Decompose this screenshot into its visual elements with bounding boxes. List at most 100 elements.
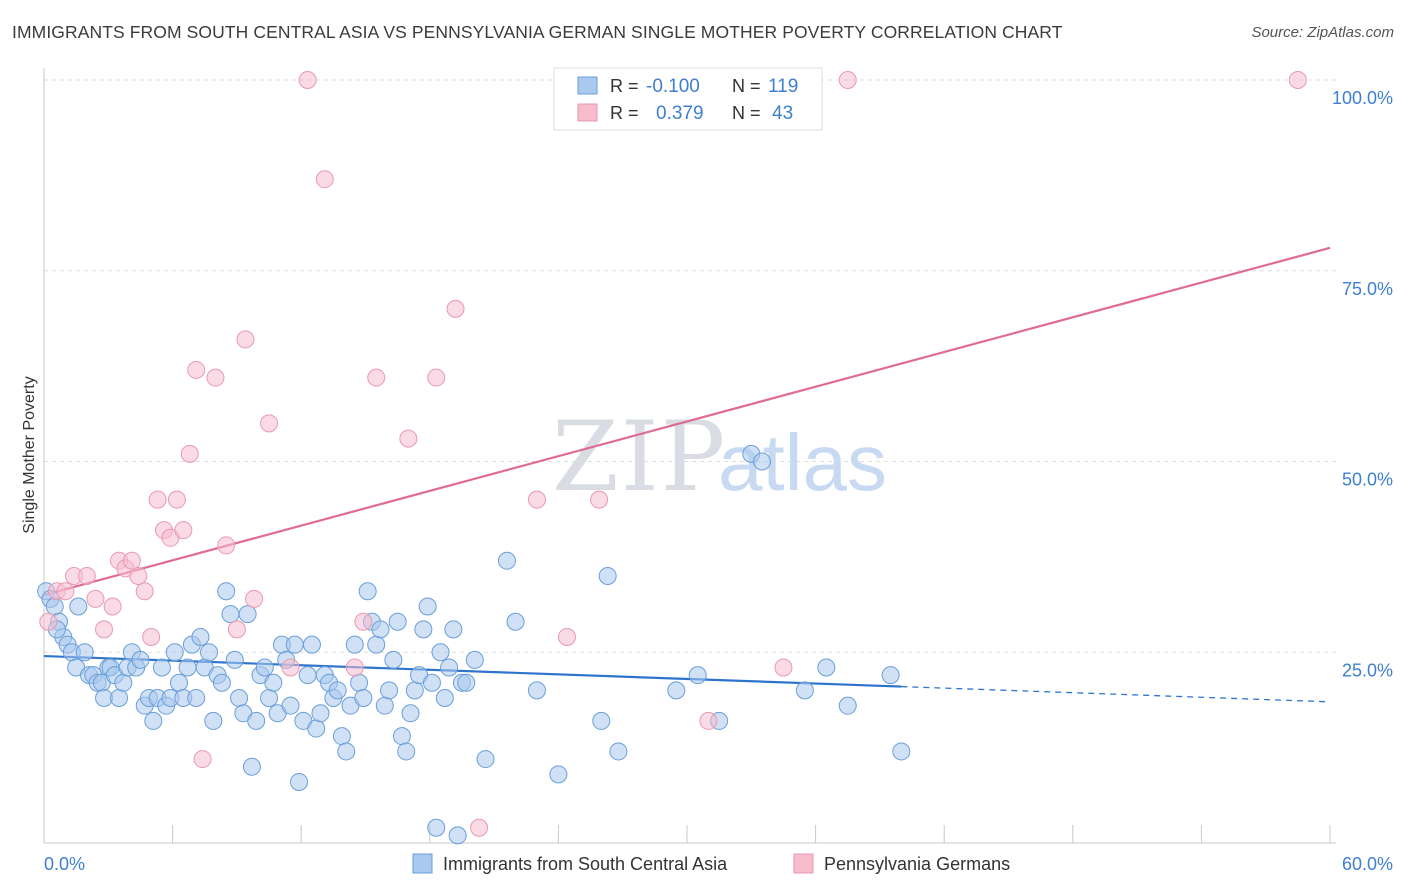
blue-point-49 [238,605,257,624]
axes [43,68,1336,844]
y-tick-label-3: 100.0% [1332,88,1393,108]
pink-point-2 [56,582,75,601]
pink-point-36 [446,299,465,318]
blue-point-47 [230,689,249,708]
pink-point-34 [399,429,418,448]
blue-point-54 [260,689,279,708]
pink-point-31 [345,658,364,677]
y-tick-label-0: 25.0% [1342,660,1393,680]
blue-point-46 [225,650,244,669]
blue-point-91 [418,597,437,616]
blue-point-79 [367,635,386,654]
chart-title: IMMIGRANTS FROM SOUTH CENTRAL ASIA VS PE… [12,22,1063,42]
blue-point-29 [152,658,171,677]
blue-point-101 [465,650,484,669]
pink-point-40 [590,490,609,509]
x-tick-label-max: 60.0% [1342,854,1393,874]
pink-point-19 [180,444,199,463]
pink-point-42 [774,658,793,677]
legend-swatch-pink [577,103,598,122]
legend-n-value-2: 43 [772,103,793,124]
blue-point-10 [75,643,94,662]
pink-point-29 [298,71,317,89]
series-legend-swatch-blue [412,853,433,874]
blue-point-45 [221,605,240,624]
pink-point-35 [427,368,446,387]
pink-point-43 [838,71,857,89]
blue-point-82 [380,681,399,700]
blue-point-50 [242,757,261,776]
pink-point-44 [1288,71,1307,89]
pink-point-14 [148,490,167,509]
blue-point-84 [388,612,407,631]
blue-point-37 [187,689,206,708]
pink-point-10 [122,551,141,570]
pink-point-17 [167,490,186,509]
blue-point-71 [332,727,351,746]
blue-point-81 [375,696,394,715]
pink-point-37 [470,818,489,837]
pink-point-33 [367,368,386,387]
blue-point-83 [384,650,403,669]
legend-r-value-2: 0.379 [656,103,704,124]
blue-point-70 [328,681,347,700]
blue-point-35 [178,658,197,677]
legend-n-label-1: N = [732,76,761,96]
blue-point-38 [191,627,210,646]
pink-point-28 [281,658,300,677]
blue-point-110 [667,681,686,700]
series-legend: Immigrants from South Central Asia Penns… [412,853,1010,874]
watermark-atlas: atlas [718,418,887,507]
legend-n-label-2: N = [732,103,761,123]
blue-point-20 [114,673,133,692]
pink-point-11 [129,566,148,585]
blue-point-103 [497,551,516,570]
blue-point-96 [440,658,459,677]
blue-point-55 [264,673,283,692]
blue-point-15 [95,689,114,708]
blue-point-97 [444,620,463,639]
blue-point-107 [592,711,611,730]
pink-point-12 [135,582,154,601]
blue-point-40 [200,643,219,662]
pink-point-0 [39,612,58,631]
blue-point-90 [414,620,433,639]
pink-point-25 [236,330,255,349]
pink-point-39 [557,627,576,646]
pink-point-5 [86,589,105,608]
blue-point-111 [688,666,707,685]
pink-point-20 [187,360,206,379]
blue-point-65 [307,719,326,738]
pink-point-24 [227,620,246,639]
legend-r-label-1: R = [610,76,639,96]
blue-point-93 [427,818,446,837]
blue-point-9 [69,597,88,616]
blue-point-61 [290,772,309,791]
blue-point-106 [549,765,568,784]
legend-n-value-1: 119 [768,76,798,97]
blue-point-88 [405,681,424,700]
blue-point-86 [397,742,416,761]
blue-point-80 [371,620,390,639]
blue-point-27 [144,711,163,730]
source-credit: Source: ZipAtlas.com [1251,24,1394,41]
pink-point-4 [77,566,96,585]
blue-point-104 [506,612,525,631]
blue-point-66 [311,704,330,723]
blue-point-77 [358,582,377,601]
tick-labels: 25.0% 50.0% 75.0% 100.0% 0.0% 60.0% [44,88,1393,874]
blue-trend-extension [901,685,1331,703]
series-legend-label-blue: Immigrants from South Central Asia [443,854,728,874]
blue-point-19 [110,689,129,708]
pink-point-22 [206,368,225,387]
pink-point-30 [315,170,334,189]
blue-point-102 [476,750,495,769]
legend-r-value-1: -0.100 [646,76,700,97]
legend-r-label-2: R = [610,103,639,123]
series-legend-swatch-pink [793,853,814,874]
blue-point-60 [285,635,304,654]
blue-point-24 [131,650,150,669]
blue-point-95 [435,689,454,708]
pink-point-38 [527,490,546,509]
legend-box [553,67,823,131]
